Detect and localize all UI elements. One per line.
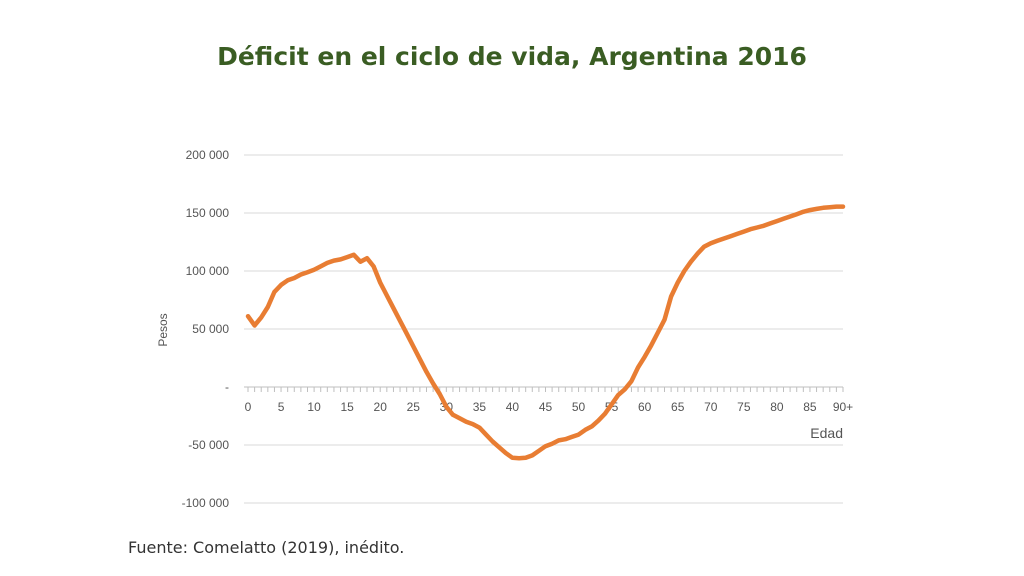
series-line-deficit: [245, 204, 846, 461]
x-axis: [247, 387, 844, 392]
x-tick-label: 0: [245, 400, 252, 414]
y-tick-label: -50 000: [188, 438, 229, 452]
y-tick-label: -100 000: [182, 496, 230, 510]
y-tick-label: 100 000: [186, 264, 230, 278]
x-tick-label: 10: [307, 400, 321, 414]
x-tick-label: 70: [704, 400, 718, 414]
y-tick-label: 50 000: [192, 322, 229, 336]
source-note: Fuente: Comelatto (2019), inédito.: [128, 538, 405, 557]
x-tick-label: 50: [572, 400, 586, 414]
x-tick-label: 40: [506, 400, 520, 414]
x-tick-label: 65: [671, 400, 685, 414]
y-tick-label: -: [225, 380, 229, 394]
x-tick-label: 25: [407, 400, 421, 414]
x-tick-label: 5: [278, 400, 285, 414]
x-tick-label: 60: [638, 400, 652, 414]
x-tick-label: 75: [737, 400, 751, 414]
y-tick-labels: 200 000 150 000 100 000 50 000 - -50 000 -100 …: [182, 148, 230, 510]
chart-title: Déficit en el ciclo de vida, Argentina 2…: [217, 42, 807, 71]
x-tick-label: 90+: [833, 400, 853, 414]
y-tick-label: 150 000: [186, 206, 230, 220]
x-tick-labels: 0 5 10 15 20 25 30 35 40 45 50 55 60 65 70 75 80 85 90+: [245, 400, 854, 414]
x-tick-label: 20: [374, 400, 388, 414]
x-axis-title: Edad: [810, 425, 843, 441]
y-axis-title: Pesos: [156, 313, 170, 346]
x-tick-label: 85: [803, 400, 817, 414]
x-tick-label: 15: [340, 400, 354, 414]
x-tick-label: 45: [539, 400, 553, 414]
y-tick-label: 200 000: [186, 148, 230, 162]
x-tick-label: 80: [770, 400, 784, 414]
x-tick-label: 35: [473, 400, 487, 414]
gridlines: [244, 154, 843, 504]
